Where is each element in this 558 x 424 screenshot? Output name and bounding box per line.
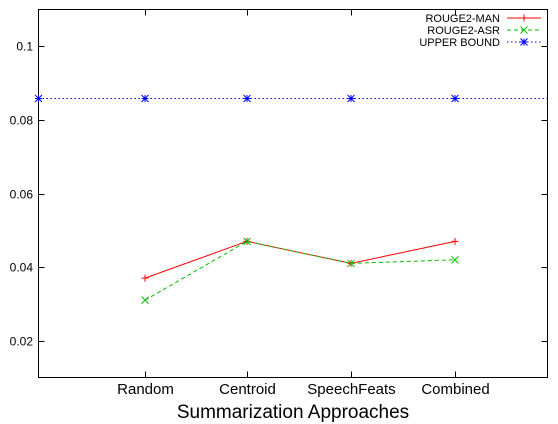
data-point [243,94,251,103]
y-tick-label: 0.04 [10,261,34,275]
series-layer [34,94,548,305]
data-point [347,259,355,268]
data-point [451,255,459,264]
data-point [141,296,149,305]
legend-label: ROUGE2-MAN [425,13,500,25]
series-line [144,240,456,279]
data-point [520,26,528,34]
data-point [520,14,528,22]
y-tick-label: 0.02 [10,335,34,349]
legend-label: ROUGE2-ASR [427,25,500,37]
x-axis-label: Summarization Approaches [177,402,409,423]
plot-frame [38,9,548,378]
y-tick-label: 0.06 [10,188,34,202]
data-point [141,94,149,103]
data-point [520,38,528,46]
x-tick-label: Centroid [219,381,276,398]
y-tick-label: 0.08 [10,114,34,128]
y-axis: 0.02 0.04 0.06 0.08 0.1 [10,40,548,349]
x-axis: Random Centroid SpeechFeats Combined [117,9,490,398]
y-tick-label: 0.1 [16,40,33,54]
data-point [243,237,251,246]
series-rouge2-asr [141,237,459,305]
data-point [451,237,459,245]
data-point [347,94,355,103]
data-point [451,94,459,103]
legend-label: UPPER BOUND [419,37,500,49]
data-point [34,94,43,103]
data-point [141,274,149,282]
series-upper-bound [34,94,548,103]
x-tick-label: Random [117,381,174,398]
x-tick-label: SpeechFeats [307,381,395,398]
series-line [144,240,456,301]
x-tick-label: Combined [421,381,489,398]
